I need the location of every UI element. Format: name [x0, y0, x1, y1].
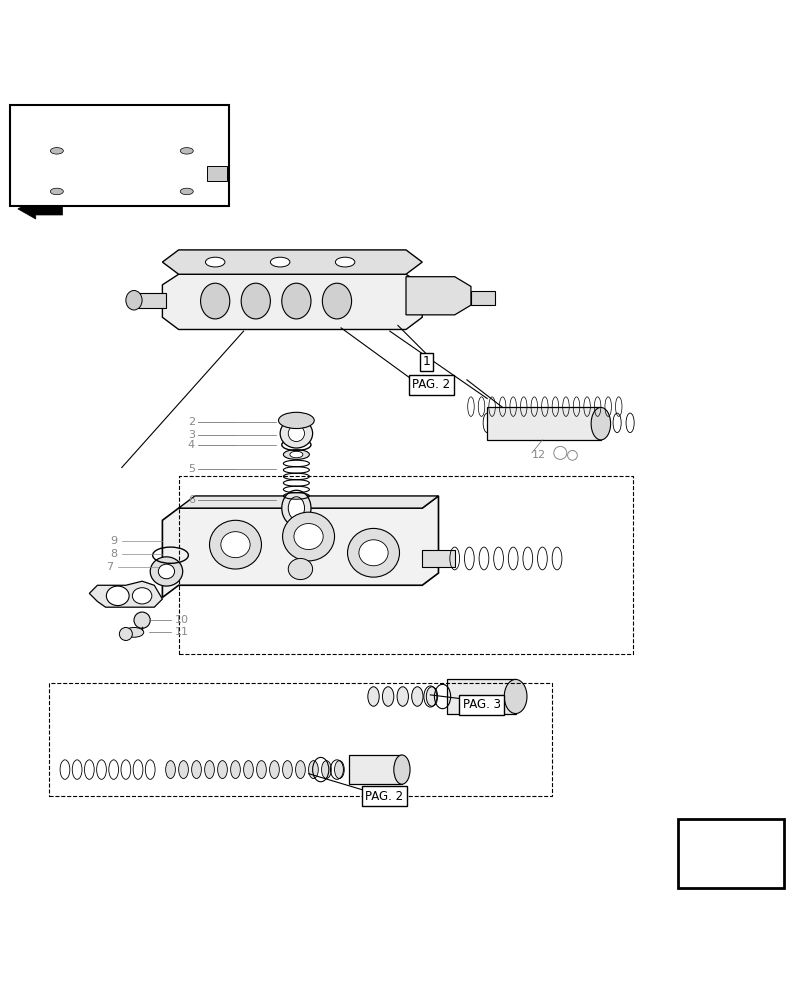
Polygon shape	[692, 838, 734, 878]
Ellipse shape	[180, 188, 193, 195]
Text: 11: 11	[174, 627, 188, 637]
Text: 3: 3	[187, 430, 195, 440]
Bar	[677, 819, 783, 888]
Ellipse shape	[335, 257, 354, 267]
Ellipse shape	[283, 450, 309, 459]
Ellipse shape	[150, 557, 182, 586]
Ellipse shape	[243, 761, 253, 779]
Ellipse shape	[288, 558, 312, 580]
Ellipse shape	[321, 761, 331, 779]
Ellipse shape	[270, 257, 290, 267]
Ellipse shape	[367, 687, 379, 706]
Text: PAG. 3: PAG. 3	[462, 698, 500, 711]
Ellipse shape	[126, 291, 142, 310]
Ellipse shape	[347, 528, 399, 577]
Text: 4: 4	[187, 440, 195, 450]
Bar	[49, 683, 551, 796]
Ellipse shape	[288, 497, 304, 519]
Polygon shape	[24, 143, 219, 179]
Ellipse shape	[204, 761, 214, 779]
Polygon shape	[406, 277, 470, 315]
Ellipse shape	[358, 540, 388, 566]
Ellipse shape	[209, 520, 261, 569]
Ellipse shape	[200, 283, 230, 319]
Ellipse shape	[158, 564, 174, 579]
Text: 9: 9	[110, 536, 118, 546]
Text: PAG. 2: PAG. 2	[365, 790, 403, 803]
Ellipse shape	[278, 412, 314, 429]
Polygon shape	[162, 496, 438, 597]
Ellipse shape	[256, 761, 266, 779]
Ellipse shape	[180, 148, 193, 154]
Bar	[207, 166, 227, 181]
Polygon shape	[85, 109, 150, 120]
Ellipse shape	[217, 761, 227, 779]
Text: 8: 8	[110, 549, 118, 559]
Ellipse shape	[119, 627, 132, 640]
Ellipse shape	[205, 257, 225, 267]
Ellipse shape	[590, 407, 610, 440]
Ellipse shape	[281, 490, 311, 526]
Ellipse shape	[393, 755, 410, 784]
Ellipse shape	[334, 761, 344, 779]
Ellipse shape	[165, 761, 175, 779]
Text: PAG. 2: PAG. 2	[412, 378, 450, 391]
Ellipse shape	[280, 419, 312, 448]
Ellipse shape	[106, 586, 129, 606]
Ellipse shape	[288, 425, 304, 442]
Polygon shape	[85, 109, 150, 143]
Ellipse shape	[50, 148, 63, 154]
Ellipse shape	[290, 451, 303, 458]
Ellipse shape	[295, 761, 305, 779]
Polygon shape	[162, 274, 422, 329]
Ellipse shape	[282, 512, 334, 561]
Bar	[487, 407, 600, 440]
Ellipse shape	[132, 588, 152, 604]
Text: 6: 6	[187, 495, 195, 505]
Text: 7: 7	[106, 562, 114, 572]
Text: 10: 10	[174, 615, 188, 625]
Ellipse shape	[426, 687, 437, 706]
Bar	[422, 550, 454, 567]
Ellipse shape	[504, 679, 526, 714]
Ellipse shape	[411, 687, 423, 706]
Polygon shape	[162, 250, 422, 274]
Ellipse shape	[134, 612, 150, 628]
Ellipse shape	[221, 532, 250, 558]
Ellipse shape	[230, 761, 240, 779]
Ellipse shape	[269, 761, 279, 779]
Ellipse shape	[50, 188, 63, 195]
Bar	[470, 291, 495, 305]
Ellipse shape	[178, 761, 188, 779]
Polygon shape	[18, 199, 62, 219]
Ellipse shape	[322, 283, 351, 319]
Ellipse shape	[281, 283, 311, 319]
Text: 12: 12	[531, 450, 545, 460]
Text: 2: 2	[187, 417, 195, 427]
Bar	[10, 105, 229, 206]
Polygon shape	[685, 830, 742, 880]
Text: 5: 5	[187, 464, 195, 474]
Bar	[349, 755, 401, 784]
Bar	[446, 679, 515, 714]
Ellipse shape	[382, 687, 393, 706]
Ellipse shape	[282, 761, 292, 779]
Text: 1: 1	[422, 355, 430, 368]
Ellipse shape	[124, 627, 144, 637]
Ellipse shape	[294, 524, 323, 550]
Ellipse shape	[241, 283, 270, 319]
Polygon shape	[178, 496, 438, 508]
Bar	[138, 293, 166, 308]
Ellipse shape	[308, 761, 318, 779]
Ellipse shape	[397, 687, 408, 706]
Polygon shape	[89, 581, 162, 607]
Ellipse shape	[191, 761, 201, 779]
Polygon shape	[24, 179, 219, 200]
